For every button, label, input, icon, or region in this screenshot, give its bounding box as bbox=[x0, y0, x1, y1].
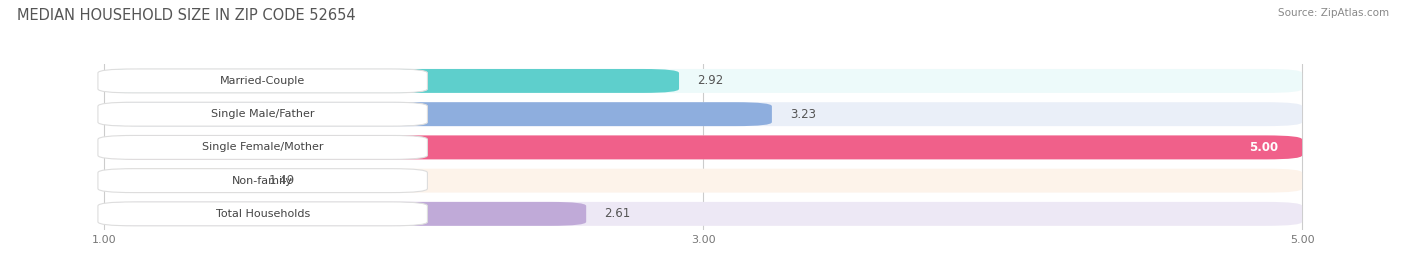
Text: MEDIAN HOUSEHOLD SIZE IN ZIP CODE 52654: MEDIAN HOUSEHOLD SIZE IN ZIP CODE 52654 bbox=[17, 8, 356, 23]
Text: Single Male/Father: Single Male/Father bbox=[211, 109, 315, 119]
FancyBboxPatch shape bbox=[104, 102, 772, 126]
FancyBboxPatch shape bbox=[98, 135, 427, 159]
FancyBboxPatch shape bbox=[104, 135, 1302, 159]
FancyBboxPatch shape bbox=[104, 102, 1302, 126]
Text: 5.00: 5.00 bbox=[1249, 141, 1278, 154]
FancyBboxPatch shape bbox=[104, 202, 1302, 226]
FancyBboxPatch shape bbox=[98, 69, 427, 93]
Text: 1.49: 1.49 bbox=[269, 174, 295, 187]
Text: Non-family: Non-family bbox=[232, 176, 292, 186]
FancyBboxPatch shape bbox=[104, 169, 1302, 193]
Text: 2.61: 2.61 bbox=[605, 207, 630, 220]
FancyBboxPatch shape bbox=[98, 169, 427, 193]
FancyBboxPatch shape bbox=[104, 202, 586, 226]
FancyBboxPatch shape bbox=[104, 69, 1302, 93]
Text: Source: ZipAtlas.com: Source: ZipAtlas.com bbox=[1278, 8, 1389, 18]
FancyBboxPatch shape bbox=[104, 69, 679, 93]
Text: 2.92: 2.92 bbox=[697, 75, 723, 87]
Text: Married-Couple: Married-Couple bbox=[221, 76, 305, 86]
Text: Single Female/Mother: Single Female/Mother bbox=[202, 142, 323, 152]
FancyBboxPatch shape bbox=[98, 202, 427, 226]
FancyBboxPatch shape bbox=[104, 135, 1302, 159]
Text: Total Households: Total Households bbox=[215, 209, 309, 219]
FancyBboxPatch shape bbox=[104, 169, 250, 193]
FancyBboxPatch shape bbox=[98, 102, 427, 126]
Text: 3.23: 3.23 bbox=[790, 108, 815, 121]
